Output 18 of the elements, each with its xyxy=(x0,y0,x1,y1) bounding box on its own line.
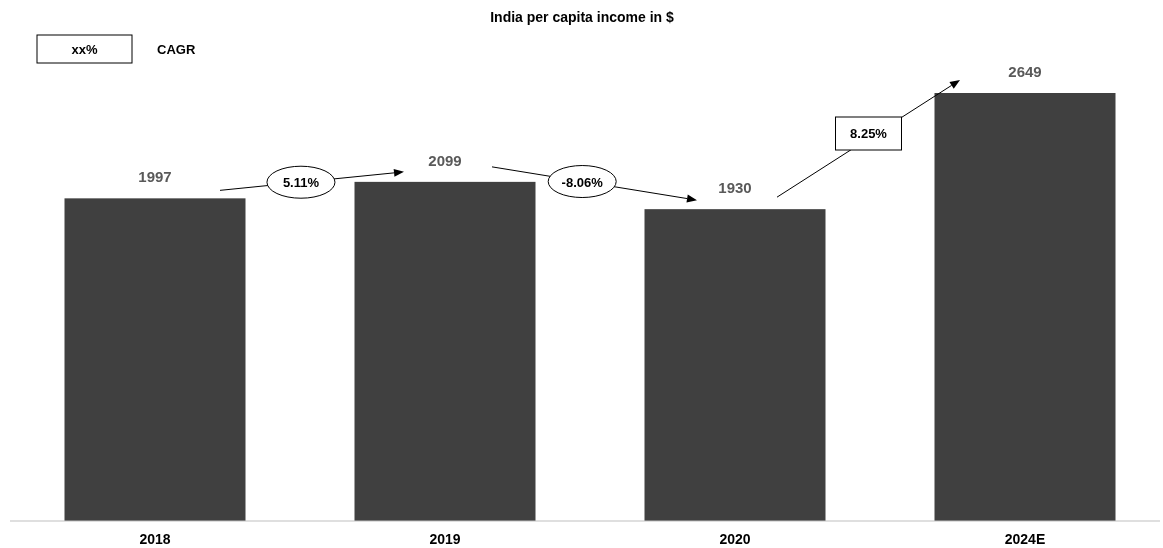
text: xx% xyxy=(71,42,98,57)
bar xyxy=(64,198,246,521)
x-tick-label: 2024E xyxy=(1004,531,1046,547)
annotation: 5.11% xyxy=(282,175,320,191)
bar xyxy=(934,93,1116,521)
x-tick-label: 2020 xyxy=(719,531,751,547)
data-label: 2099 xyxy=(428,151,462,169)
x-tick-label: 2019 xyxy=(429,531,461,547)
bar xyxy=(354,181,536,521)
data-label: 1997 xyxy=(138,168,172,186)
data-label: 1930 xyxy=(718,179,752,197)
data-label: 2649 xyxy=(1008,63,1042,80)
x-tick-label: 2018 xyxy=(139,531,171,547)
text: CAGR xyxy=(157,42,196,57)
annotation: 8.25% xyxy=(850,126,888,141)
bar xyxy=(644,209,826,521)
chart-title: India per capita income in $ xyxy=(490,9,675,25)
annotation: -8.06% xyxy=(561,174,604,190)
